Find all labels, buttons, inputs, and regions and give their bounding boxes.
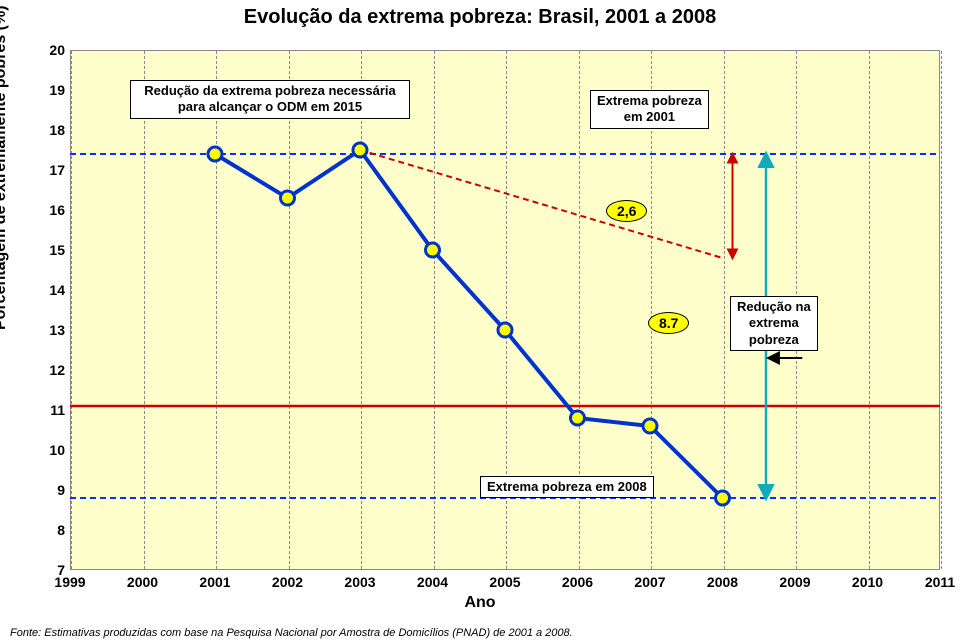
y-tick: 12: [49, 362, 65, 378]
y-tick: 8: [57, 522, 65, 538]
chart-title: Evolução da extrema pobreza: Brasil, 200…: [0, 6, 960, 29]
x-tick: 2010: [852, 574, 883, 590]
x-tick: 2002: [272, 574, 303, 590]
y-tick: 13: [49, 322, 65, 338]
y-tick: 19: [49, 82, 65, 98]
y-axis-label-wrap: Porcentagem de extremamente pobres (%): [0, 5, 10, 330]
y-tick: 15: [49, 242, 65, 258]
y-tick: 20: [49, 42, 65, 58]
x-tick: 2011: [925, 574, 955, 590]
y-tick: 18: [49, 122, 65, 138]
y-tick: 11: [50, 402, 65, 418]
x-tick: 2000: [127, 574, 158, 590]
annotation-reducao-box: Redução naextremapobreza: [730, 296, 818, 351]
x-tick: 2008: [707, 574, 738, 590]
x-tick: 1999: [54, 574, 85, 590]
y-tick: 9: [57, 482, 65, 498]
annotation-2008-box: Extrema pobreza em 2008: [480, 476, 654, 498]
y-tick: 17: [49, 162, 65, 178]
footnote: Fonte: Estimativas produzidas com base n…: [10, 627, 573, 639]
x-axis-label: Ano: [0, 594, 960, 612]
x-tick: 2004: [417, 574, 448, 590]
x-tick: 2007: [634, 574, 665, 590]
annotation-odm-box: Redução da extrema pobreza necessáriapar…: [130, 80, 410, 119]
x-tick: 2005: [489, 574, 520, 590]
x-tick: 2003: [344, 574, 375, 590]
y-tick: 10: [49, 442, 65, 458]
x-tick: 2009: [779, 574, 810, 590]
y-tick: 16: [49, 202, 65, 218]
y-axis-label: Porcentagem de extremamente pobres (%): [0, 5, 9, 330]
annotation-2001-box: Extrema pobrezaem 2001: [590, 90, 709, 129]
x-tick: 2006: [562, 574, 593, 590]
y-tick: 14: [49, 282, 65, 298]
x-tick: 2001: [199, 574, 230, 590]
